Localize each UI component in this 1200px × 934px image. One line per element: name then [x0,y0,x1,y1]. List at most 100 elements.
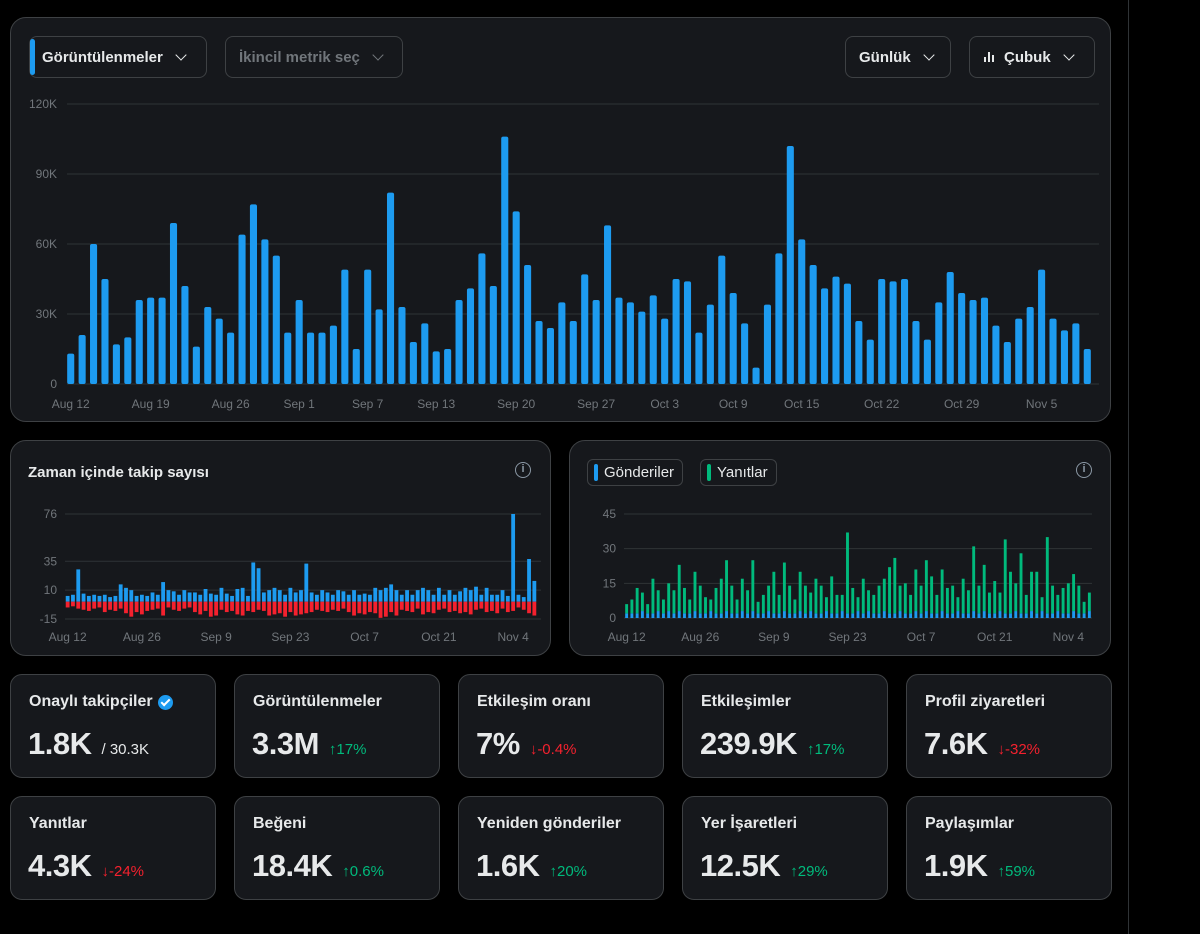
chart-type-dropdown[interactable]: Çubuk [969,36,1095,78]
replies-bar [735,599,739,614]
stat-card[interactable]: Görüntülenmeler 3.3M ↑17% [234,674,440,778]
replies-bar [1003,539,1007,614]
impression-bar [1003,342,1011,384]
followers-lost-bar [330,601,335,610]
replies-bar [777,594,781,614]
stat-value: 1.8K [28,726,92,761]
stat-card[interactable]: Yeniden gönderiler 1.6K ↑20% [458,796,664,900]
stat-card[interactable]: Profil ziyaretleri 7.6K ↓-32% [906,674,1112,778]
replies-bar [830,576,834,614]
info-icon[interactable]: i [1076,462,1092,478]
replies-bar [951,585,955,614]
legend-replies[interactable]: Yanıtlar [700,459,777,486]
replies-bar [746,590,750,614]
panel-divider [1128,0,1129,934]
followers-lost-bar [288,601,293,613]
followers-gained-bar [150,592,155,602]
replies-color-swatch [707,464,711,481]
posts-bar [851,613,855,618]
replies-bar [1087,592,1091,612]
followers-lost-bar [378,601,383,618]
followers-gained-bar [97,595,102,602]
posts-bar [977,613,981,618]
stat-value-row: 239.9K ↑17% [700,726,845,762]
stat-value-row: 1.9K ↑59% [924,848,1035,884]
x-tick-label: Sep 9 [758,630,790,644]
replies-bar [882,578,886,612]
replies-bar [1040,597,1044,612]
replies-bar [698,585,702,614]
replies-bar [846,532,849,614]
followers-gained-bar [208,593,213,602]
stat-card[interactable]: Onaylı takipçiler 1.8K / 30.3K [10,674,216,778]
followers-lost-bar [373,601,378,614]
followers-lost-bar [92,601,97,609]
followers-gained-bar [288,587,293,602]
posts-bar [809,611,813,618]
legend-posts[interactable]: Gönderiler [587,459,684,486]
followers-lost-bar [76,601,81,609]
followers-gained-bar [330,594,335,602]
replies-bar [740,578,744,612]
replies-bar [930,576,934,614]
info-icon[interactable]: i [515,462,531,478]
stat-card[interactable]: Yanıtlar 4.3K ↓-24% [10,796,216,900]
impression-bar [729,293,737,384]
stat-card[interactable]: Beğeni 18.4K ↑0.6% [234,796,440,900]
stat-card[interactable]: Etkileşimler 239.9K ↑17% [682,674,888,778]
period-dropdown[interactable]: Günlük [845,36,951,78]
x-tick-label: Sep 1 [283,397,315,411]
followers-gained-bar [378,590,383,602]
stat-card[interactable]: Paylaşımlar 1.9K ↑59% [906,796,1112,900]
secondary-metric-dropdown[interactable]: İkincil metrik seç [225,36,403,78]
impression-bar [455,300,463,384]
replies-bar [630,599,634,614]
stat-value: 7% [476,726,520,761]
followers-lost-bar [65,601,70,608]
followers-lost-bar [124,601,128,614]
replies-bar [751,560,755,612]
followers-gained-bar [113,595,118,602]
followers-lost-bar [500,601,505,609]
verified-badge-icon [157,694,173,710]
posts-bar [756,613,760,618]
y-tick-label: 15 [603,576,617,590]
followers-lost-bar [129,601,134,617]
followers-lost-bar [368,601,372,613]
impression-bar [284,332,292,384]
replies-bar [1035,571,1039,614]
stat-card[interactable]: Etkileşim oranı 7% ↓-0.4% [458,674,664,778]
secondary-metric-label: İkincil metrik seç [239,48,360,66]
followers-gained-bar [442,594,447,602]
replies-bar [814,578,818,614]
posts-bar [867,611,870,618]
replies-bar [646,604,650,614]
followers-gained-bar [373,587,378,602]
stat-total: / 30.3K [101,741,150,758]
y-tick-label: 0 [50,377,57,391]
primary-metric-dropdown[interactable]: Görüntülenmeler [29,36,207,78]
replies-bar [756,601,760,614]
replies-bar [861,578,865,614]
followers-lost-bar [71,601,75,607]
followers-gained-bar [484,587,489,602]
x-tick-label: Aug 26 [212,397,250,411]
followers-lost-bar [468,601,473,615]
followers-gained-bar [86,595,91,602]
posts-bar [903,613,907,618]
replies-bar [672,590,676,614]
impression-bar [763,304,772,384]
stat-change: ↑17% [329,741,367,758]
stat-card[interactable]: Yer İşaretleri 12.5K ↑29% [682,796,888,900]
followers-gained-bar [426,590,431,602]
stat-change: ↑17% [807,741,845,758]
impression-bar [969,300,977,384]
replies-bar [1019,553,1023,614]
impression-bar [958,293,966,384]
x-tick-label: Oct 7 [350,630,379,644]
followers-gained-bar [505,595,510,602]
impression-bar [992,325,1000,384]
followers-lost-bar [389,601,394,613]
posts-bar [693,611,697,618]
stat-change: ↑20% [549,863,587,880]
